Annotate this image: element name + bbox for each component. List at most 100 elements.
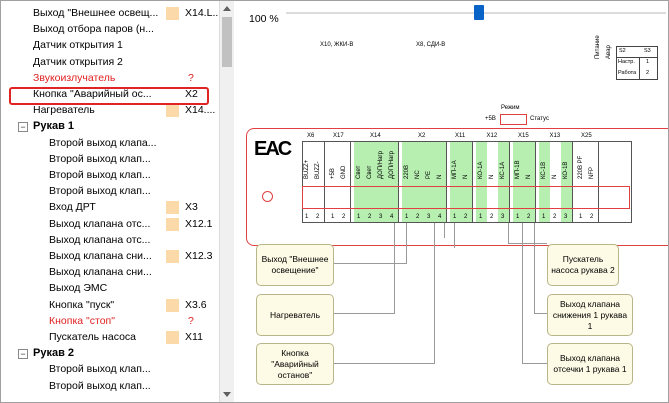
scroll-down-arrow[interactable]	[223, 392, 231, 397]
scroll-thumb[interactable]	[222, 17, 232, 67]
collapse-toggle-icon[interactable]: −	[18, 122, 28, 133]
terminal-pin-active	[387, 141, 398, 223]
tree-item-label: Кнопка "Аварийный ос...	[33, 88, 152, 100]
pin-label: +5В	[330, 168, 336, 179]
zoom-slider-thumb[interactable]	[474, 5, 484, 20]
tree-item-18[interactable]: Кнопка "пуск" X3.6	[1, 297, 219, 314]
pin-label: КО-1В	[563, 161, 569, 179]
pin-number: 2	[527, 214, 531, 220]
pin-number: 1	[516, 214, 520, 220]
wire-segment	[334, 263, 406, 264]
pin-number: 2	[590, 214, 594, 220]
scroll-up-arrow[interactable]	[223, 6, 231, 11]
terminal-pin-active	[402, 141, 413, 223]
tree-item-20[interactable]: Пускатель насоса X11	[1, 329, 219, 346]
tree-item-2[interactable]: Датчик открытия 1	[1, 37, 219, 54]
terminal-strip	[302, 141, 632, 223]
pin-label: КС-1В	[541, 161, 547, 179]
tree-item-5[interactable]: Кнопка "Аварийный ос... X2	[1, 86, 219, 103]
connector-ref: X12.1	[185, 217, 213, 230]
tree-item-15[interactable]: Выход клапана сни... X12.3	[1, 248, 219, 265]
tree-item-23[interactable]: Второй выход клап...	[1, 378, 219, 395]
tree-item-1[interactable]: Выход отбора паров (н...	[1, 21, 219, 38]
mini-header-s3: S3	[644, 48, 651, 54]
mode-label: Режим	[501, 105, 520, 111]
pin-number: 2	[490, 214, 494, 220]
wire-segment	[406, 223, 407, 264]
tree-item-3[interactable]: Датчик открытия 2	[1, 54, 219, 71]
mini-row2-label: Работа	[618, 70, 637, 76]
pin-number: 3	[427, 214, 431, 220]
mode-switch-table: S2 S3 Настр. 1 Работа 2	[616, 46, 658, 80]
connector-divider	[350, 141, 351, 223]
tree-item-11[interactable]: Второй выход клап...	[1, 183, 219, 200]
pin-label: GND	[341, 165, 347, 179]
schematic-canvas[interactable]: 100 % X10, ЖКИ-В X8, СДИ-В Питание Авар …	[234, 1, 668, 402]
connector-id-x14: X14	[370, 133, 381, 139]
tree-item-label: Второй выход клап...	[49, 169, 151, 181]
tree-item-17[interactable]: Выход ЭМС	[1, 280, 219, 297]
pin-number: 2	[316, 214, 320, 220]
tree-group-7[interactable]: − Рукав 1	[1, 118, 219, 135]
tree-group-21[interactable]: − Рукав 2	[1, 345, 219, 362]
tree-item-10[interactable]: Второй выход клап...	[1, 167, 219, 184]
top-label-x8: X8, СДИ-В	[416, 42, 446, 48]
tree-item-label: Выход клапана отс...	[49, 217, 151, 230]
wire-segment	[508, 243, 547, 244]
connector-ref: X3	[185, 201, 198, 214]
tree-item-14[interactable]: Выход клапана отс...	[1, 232, 219, 249]
connector-ref: X14.L...	[185, 7, 219, 19]
terminal-pin-active	[498, 141, 509, 223]
terminal-pin-active	[524, 141, 535, 223]
pin-number: 1	[542, 214, 546, 220]
top-label-x10: X10, ЖКИ-В	[320, 42, 354, 48]
tree-item-16[interactable]: Выход клапана сни...	[1, 264, 219, 281]
pin-number: 1	[405, 214, 409, 220]
connector-id-x25: X25	[581, 133, 592, 139]
pin-label: N	[552, 174, 558, 179]
terminal-pin-active	[365, 141, 376, 223]
component-tree: Выход "Внешнее освещ... X14.L... Выход отб…	[1, 1, 219, 402]
device-box-5[interactable]: Выход клапана отсечки 1 рукава 1	[547, 343, 633, 385]
connector-divider	[472, 141, 473, 223]
tree-item-label: Второй выход клап...	[49, 379, 151, 392]
pin-number: 2	[342, 214, 346, 220]
tree-item-6[interactable]: Нагреватель X14....	[1, 102, 219, 119]
connector-divider	[572, 141, 573, 223]
tree-item-8[interactable]: Второй выход клапа...	[1, 135, 219, 152]
tree-item-22[interactable]: Второй выход клап...	[1, 361, 219, 378]
collapse-toggle-icon[interactable]: −	[18, 349, 28, 360]
pin-number: 1	[453, 214, 457, 220]
device-box-4[interactable]: Выход клапана снижения 1 рукава 1	[547, 294, 633, 336]
tree-item-4[interactable]: Звукоизлучатель?	[1, 70, 219, 87]
wire-segment	[534, 223, 535, 313]
wire-segment	[334, 313, 394, 314]
terminal-pin-active	[424, 141, 435, 223]
connector-divider	[598, 141, 599, 223]
tree-item-9[interactable]: Второй выход клап...	[1, 151, 219, 168]
device-box-2[interactable]: Кнопка "Аварийный останов"	[256, 343, 334, 385]
pin-number: 2	[368, 214, 372, 220]
tree-item-12[interactable]: Вход ДРТ X3	[1, 199, 219, 216]
device-box-3[interactable]: Пускатель насоса рукава 2	[547, 244, 619, 286]
status-label: Статус	[530, 116, 549, 122]
tree-item-0[interactable]: Выход "Внешнее освещ... X14.L...	[1, 5, 219, 22]
connector-divider	[446, 141, 447, 223]
mini-row1-label: Настр.	[618, 59, 635, 65]
pin-number: 4	[438, 214, 442, 220]
tree-item-label: Вход ДРТ	[49, 201, 96, 214]
tree-item-label: Второй выход клап...	[49, 363, 151, 376]
tree-scrollbar[interactable]	[219, 1, 234, 402]
terminal-pin-active	[450, 141, 461, 223]
device-box-1[interactable]: Нагреватель	[256, 294, 334, 336]
tree-item-13[interactable]: Выход клапана отс... X12.1	[1, 216, 219, 233]
tree-item-19[interactable]: Кнопка "стоп"?	[1, 313, 219, 330]
terminal-pin-active	[413, 141, 424, 223]
connector-ref: ?	[188, 71, 194, 84]
pin-label: ДОП/Нагр	[389, 151, 395, 179]
connected-swatch	[166, 250, 179, 263]
connector-id-x15: X15	[518, 133, 529, 139]
pin-number: 1	[579, 214, 583, 220]
device-box-0[interactable]: Выход "Внешнее освещение"	[256, 244, 334, 286]
